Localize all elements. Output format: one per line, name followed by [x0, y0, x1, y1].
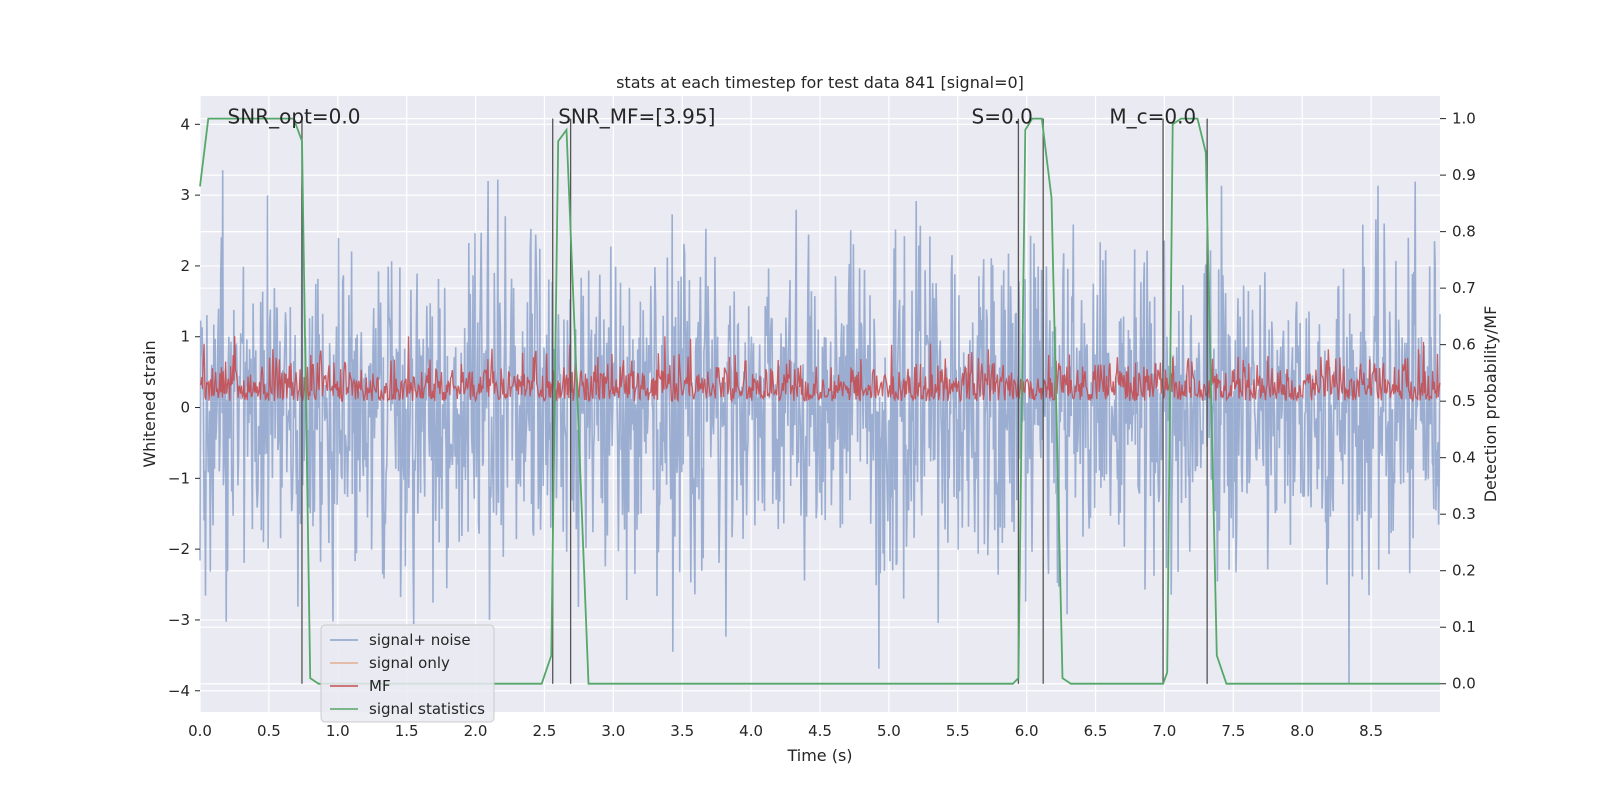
x-axis-ticks: 0.0 0.5 1.0 1.5 2.0 2.5 3.0 3.5 4.0 4.5 5.0 5.5 6.0 6… — [188, 722, 1383, 740]
chart-title: stats at each timestep for test data 841… — [616, 73, 1024, 92]
y-tick-label: 3 — [180, 186, 190, 204]
x-tick-label: 1.0 — [326, 722, 350, 740]
mf-line — [199, 336, 1441, 404]
x-axis-label: Time (s) — [786, 746, 852, 765]
legend: signal+ noise signal only MF signal stat… — [320, 624, 495, 723]
annotation-text: SNR_opt=0.0 — [228, 104, 361, 128]
y-axis-ticks: 4 3 2 1 0 −1 −2 −3 −4 — [168, 115, 200, 700]
annotation-text: S=0.0 — [972, 104, 1033, 128]
annotation-text: SNR_MF=[3.95] — [558, 104, 715, 128]
signal-statistics-line — [199, 117, 1440, 685]
legend-label-signal-noise: signal+ noise — [369, 631, 471, 649]
legend-label-mf: MF — [369, 677, 391, 695]
x-tick-label: 4.0 — [739, 722, 763, 740]
legend-label-signal-only: signal only — [369, 654, 450, 672]
y-right-tick-label: 0.1 — [1452, 618, 1476, 636]
x-tick-label: 4.5 — [808, 722, 832, 740]
x-tick-label: 2.0 — [464, 722, 488, 740]
y-right-tick-label: 0.3 — [1452, 505, 1476, 523]
x-tick-label: 0.5 — [257, 722, 281, 740]
x-tick-label: 5.0 — [877, 722, 901, 740]
y-right-axis-ticks: 1.0 0.9 0.8 0.7 0.6 0.5 0.4 0.3 0.2 0.1 0.0 — [1440, 110, 1476, 693]
legend-box — [320, 624, 495, 723]
y-right-tick-label: 0.0 — [1452, 675, 1476, 693]
y-right-tick-label: 0.7 — [1452, 279, 1476, 297]
annotations: SNR_opt=0.0 SNR_MF=[3.95] S=0.0 M_c=0.0 — [228, 104, 1197, 128]
y-tick-label: 2 — [180, 257, 190, 275]
signal-statistics-series — [199, 117, 1440, 685]
x-tick-label: 2.5 — [533, 722, 557, 740]
y-tick-label: −2 — [168, 540, 190, 558]
x-tick-label: 1.5 — [395, 722, 419, 740]
y-tick-label: 4 — [180, 115, 190, 133]
y-right-tick-label: 0.4 — [1452, 449, 1476, 467]
y-right-tick-label: 0.5 — [1452, 392, 1476, 410]
y-tick-label: −4 — [168, 682, 190, 700]
x-tick-label: 3.0 — [601, 722, 625, 740]
x-tick-label: 6.5 — [1084, 722, 1108, 740]
x-tick-label: 0.0 — [188, 722, 212, 740]
x-tick-label: 3.5 — [670, 722, 694, 740]
y-tick-label: −1 — [168, 469, 190, 487]
y-right-axis-label: Detection probability/MF — [1481, 306, 1500, 503]
y-tick-label: 1 — [180, 328, 190, 346]
annotation-text: M_c=0.0 — [1109, 104, 1196, 128]
x-tick-label: 8.5 — [1359, 722, 1383, 740]
x-tick-label: 8.0 — [1290, 722, 1314, 740]
y-right-tick-label: 0.8 — [1452, 223, 1476, 241]
y-right-tick-label: 0.9 — [1452, 166, 1476, 184]
signal-noise-line — [199, 170, 1441, 684]
x-tick-label: 7.0 — [1153, 722, 1177, 740]
x-tick-label: 6.0 — [1015, 722, 1039, 740]
y-tick-label: −3 — [168, 611, 190, 629]
legend-label-signal-statistics: signal statistics — [369, 700, 485, 718]
x-tick-label: 7.5 — [1221, 722, 1245, 740]
y-axis-label: Whitened strain — [140, 340, 159, 467]
y-tick-label: 0 — [180, 399, 190, 417]
signal-noise-series — [199, 170, 1441, 684]
y-right-tick-label: 1.0 — [1452, 110, 1476, 128]
mf-series — [199, 336, 1441, 404]
x-tick-label: 5.5 — [946, 722, 970, 740]
y-right-tick-label: 0.2 — [1452, 562, 1476, 580]
y-right-tick-label: 0.6 — [1452, 336, 1476, 354]
